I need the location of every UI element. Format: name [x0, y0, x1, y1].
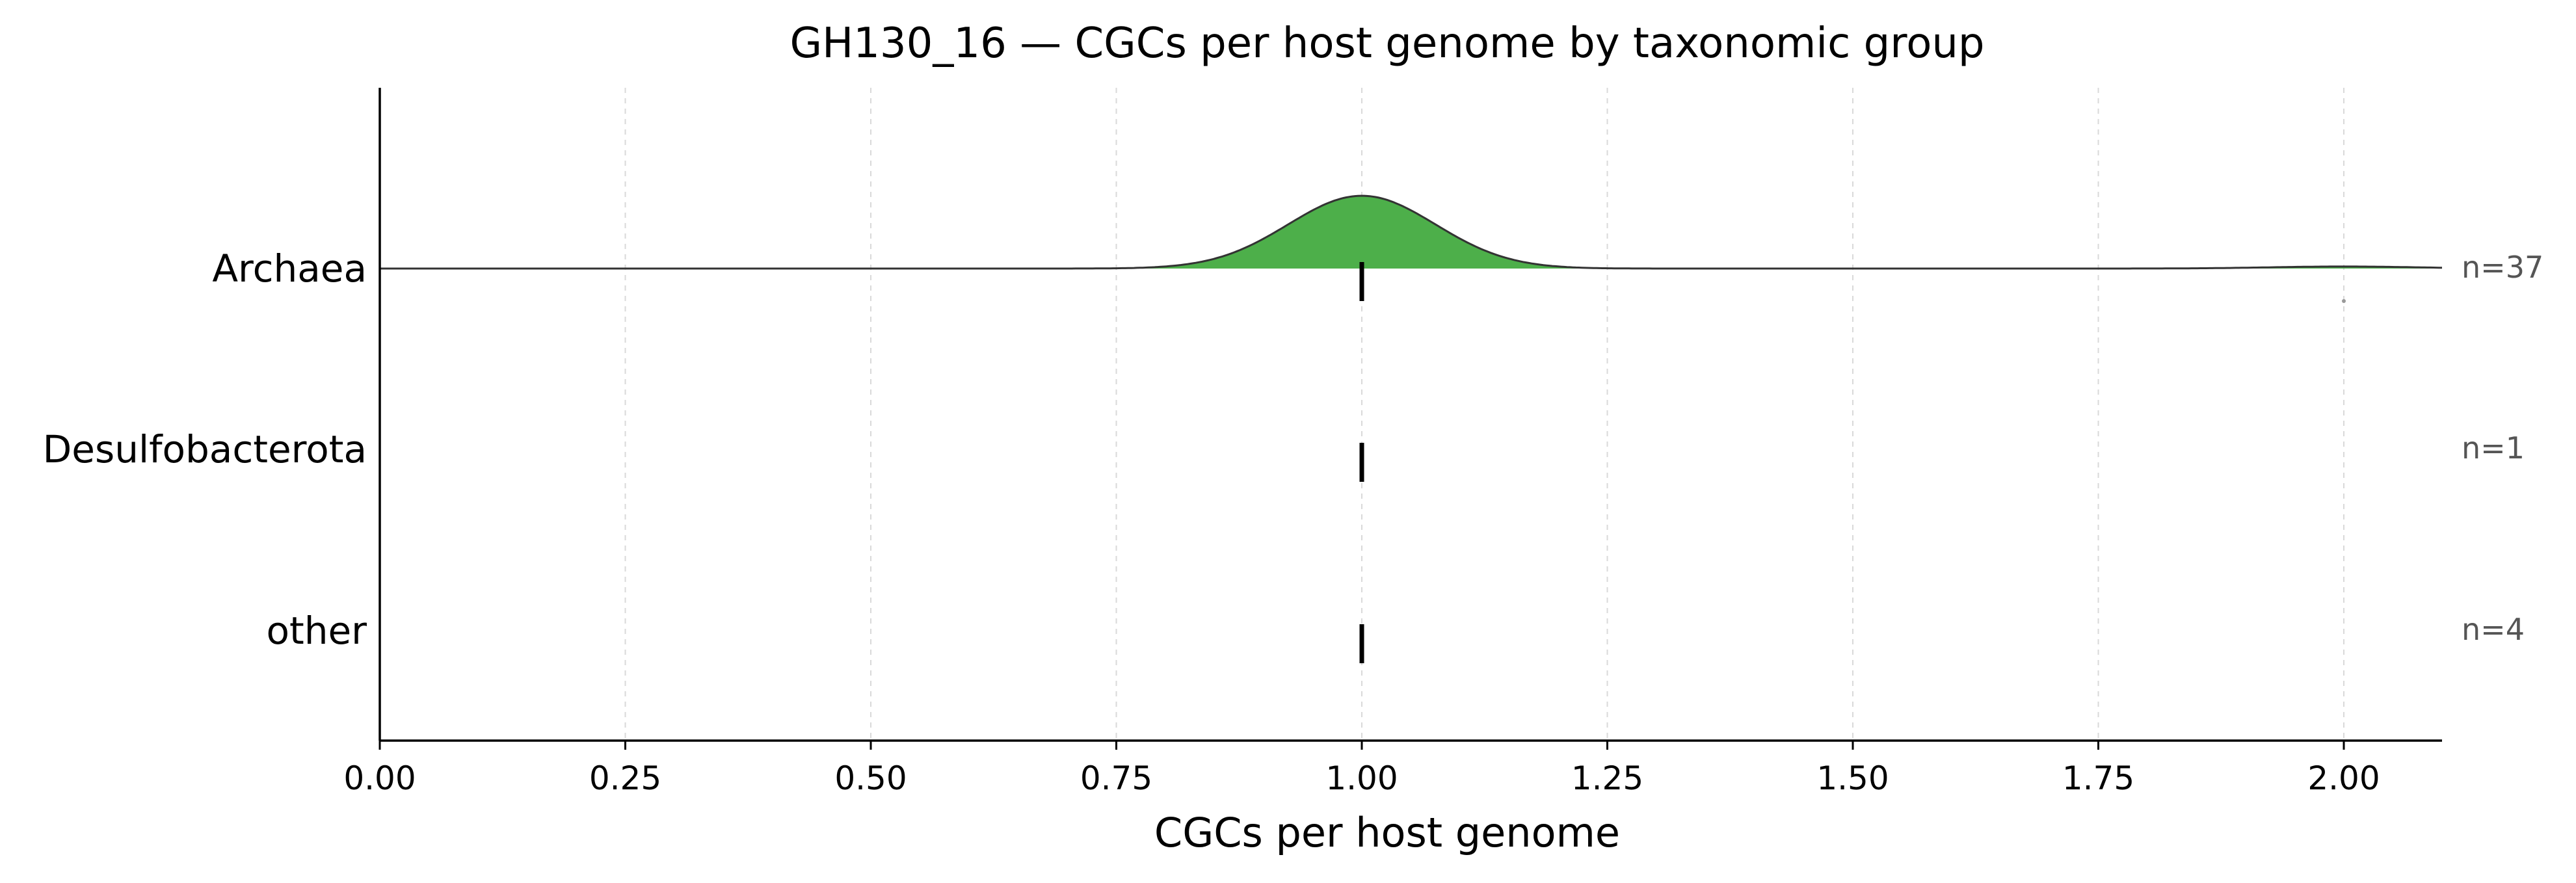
- outlier-point: [2342, 299, 2346, 303]
- axes: [378, 88, 2442, 742]
- category-label: Archaea: [212, 246, 367, 291]
- category-label: Desulfobacterota: [43, 427, 367, 471]
- gridlines: [624, 88, 2344, 741]
- x-ticks: 0.00 0.25 0.50 0.75 1.00 1.25 1.50 1.75 2.00: [343, 741, 2380, 797]
- chart-title: GH130_16 — CGCs per host genome by taxon…: [790, 20, 1984, 68]
- x-tick-label: 1.50: [1816, 759, 1889, 797]
- x-tick-label: 0.25: [589, 759, 661, 797]
- x-tick-label: 2.00: [2307, 759, 2380, 797]
- count-label: n=4: [2462, 612, 2525, 647]
- x-tick-label: 1.25: [1571, 759, 1643, 797]
- count-labels: n=37 n=1 n=4: [2462, 250, 2543, 647]
- x-tick-label: 0.75: [1080, 759, 1152, 797]
- density-line: [380, 194, 2442, 270]
- count-label: n=1: [2462, 430, 2525, 466]
- category-label: other: [266, 609, 367, 653]
- x-tick-label: 0.00: [343, 759, 416, 797]
- density-ridges: [380, 194, 2442, 663]
- x-tick-label: 1.00: [1325, 759, 1398, 797]
- x-tick-label: 0.50: [834, 759, 907, 797]
- x-tick-label: 1.75: [2062, 759, 2134, 797]
- x-axis-label: CGCs per host genome: [1154, 809, 1620, 856]
- count-label: n=37: [2462, 250, 2543, 285]
- density-fill: [380, 196, 2442, 269]
- category-labels: Archaea Desulfobacterota other: [43, 246, 367, 653]
